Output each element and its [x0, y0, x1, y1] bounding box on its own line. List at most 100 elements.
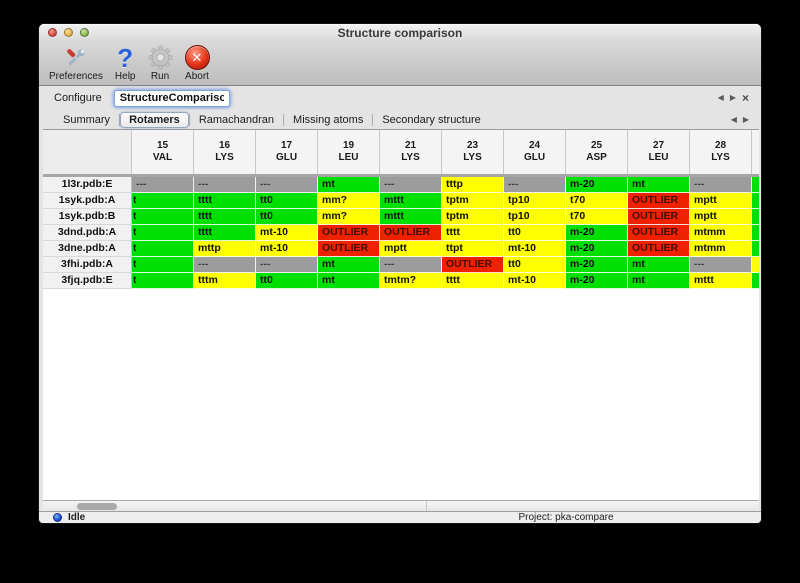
rotamer-cell[interactable]: mt-10 [504, 273, 566, 289]
rotamer-cell[interactable]: mt [628, 177, 690, 193]
rotamer-cell[interactable]: m-20 [566, 257, 628, 273]
rotamer-cell[interactable]: mt [318, 273, 380, 289]
row-header[interactable]: 1l3r.pdb:E [43, 177, 132, 193]
rotamer-cell-partial[interactable] [752, 209, 759, 225]
rotamer-cell[interactable]: tt0 [504, 257, 566, 273]
rotamer-cell[interactable]: m-20 [566, 273, 628, 289]
rotamer-cell[interactable]: mptt [380, 241, 442, 257]
rotamer-cell[interactable]: --- [132, 177, 194, 193]
abort-button[interactable]: Abort [184, 44, 210, 82]
rotamer-cell[interactable]: --- [504, 177, 566, 193]
rotamer-cell[interactable]: mt-10 [256, 241, 318, 257]
rotamer-cell-partial[interactable] [752, 193, 759, 209]
rotamer-cell[interactable]: --- [690, 257, 752, 273]
rotamer-cell[interactable]: tptm [442, 193, 504, 209]
rotamer-cell[interactable]: --- [256, 257, 318, 273]
rotamer-cell[interactable]: t [132, 193, 194, 209]
tab-missing-atoms[interactable]: Missing atoms [293, 113, 364, 126]
rotamer-cell[interactable]: mm? [318, 209, 380, 225]
rotamer-cell[interactable]: t [132, 257, 194, 273]
help-button[interactable]: ? Help [115, 44, 136, 83]
rotamer-cell[interactable]: mt-10 [504, 241, 566, 257]
rotamer-cell[interactable]: mptt [690, 209, 752, 225]
rotamer-cell-partial[interactable] [752, 225, 759, 241]
row-header[interactable]: 3fjq.pdb:E [43, 273, 132, 289]
rotamer-cell[interactable]: mptt [690, 193, 752, 209]
rotamer-cell[interactable]: tttt [442, 273, 504, 289]
rotamer-cell[interactable]: mt-10 [256, 225, 318, 241]
rotamer-cell[interactable]: OUTLIER [380, 225, 442, 241]
column-header[interactable]: 28 LYS [690, 130, 752, 174]
tabs-back-arrow-icon[interactable] [731, 116, 737, 124]
rotamer-cell[interactable]: ttpt [442, 241, 504, 257]
rotamer-cell[interactable]: t [132, 273, 194, 289]
rotamer-cell[interactable]: --- [380, 257, 442, 273]
tabs-forward-arrow-icon[interactable] [743, 116, 749, 124]
rotamer-cell[interactable]: t70 [566, 209, 628, 225]
rotamer-cell[interactable]: t [132, 209, 194, 225]
rotamer-cell[interactable]: OUTLIER [628, 209, 690, 225]
rotamer-cell[interactable]: t [132, 241, 194, 257]
rotamer-cell[interactable]: mttp [194, 241, 256, 257]
rotamer-cell-partial[interactable] [752, 257, 759, 273]
rotamer-cell[interactable]: m-20 [566, 177, 628, 193]
column-header[interactable]: 21 LYS [380, 130, 442, 174]
rotamer-cell[interactable]: OUTLIER [318, 225, 380, 241]
tab-secondary-structure[interactable]: Secondary structure [382, 113, 481, 126]
rotamer-cell[interactable]: --- [256, 177, 318, 193]
rotamer-cell[interactable]: tttm [194, 273, 256, 289]
row-header[interactable]: 3dnd.pdb:A [43, 225, 132, 241]
rotamer-cell[interactable]: tt0 [256, 273, 318, 289]
tab-summary[interactable]: Summary [63, 113, 111, 126]
rotamer-cell[interactable]: tt0 [256, 193, 318, 209]
rotamer-cell[interactable]: m-20 [566, 241, 628, 257]
column-header[interactable]: 27 LEU [628, 130, 690, 174]
horizontal-scrollbar-thumb[interactable] [77, 503, 117, 510]
close-window-button[interactable] [48, 28, 57, 37]
rotamer-cell[interactable]: m-20 [566, 225, 628, 241]
run-button[interactable]: Run [148, 44, 173, 82]
rotamer-cell[interactable]: mm? [318, 193, 380, 209]
rotamer-cell[interactable]: --- [194, 257, 256, 273]
rotamer-cell-partial[interactable] [752, 241, 759, 257]
rotamer-cell[interactable]: tttp [442, 177, 504, 193]
rotamer-cell[interactable]: tt0 [504, 225, 566, 241]
rotamer-cell[interactable]: tptm [442, 209, 504, 225]
column-header[interactable]: 23 LYS [442, 130, 504, 174]
configure-forward-arrow-icon[interactable] [730, 94, 736, 102]
column-header[interactable]: 17 GLU [256, 130, 318, 174]
rotamer-cell[interactable]: --- [690, 177, 752, 193]
rotamer-cell[interactable]: mt [628, 257, 690, 273]
zoom-window-button[interactable] [80, 28, 89, 37]
rotamer-cell[interactable]: mtmm [690, 225, 752, 241]
rotamer-cell[interactable]: mt [628, 273, 690, 289]
minimize-window-button[interactable] [64, 28, 73, 37]
rotamer-cell[interactable]: mttt [380, 209, 442, 225]
column-header[interactable]: 25 ASP [566, 130, 628, 174]
rotamer-cell[interactable]: tt0 [256, 209, 318, 225]
rotamer-cell[interactable]: tttt [194, 209, 256, 225]
rotamer-cell[interactable]: mttt [690, 273, 752, 289]
rotamer-cell[interactable]: --- [194, 177, 256, 193]
row-header[interactable]: 3fhi.pdb:A [43, 257, 132, 273]
rotamer-cell[interactable]: t [132, 225, 194, 241]
column-header[interactable]: 19 LEU [318, 130, 380, 174]
row-header[interactable]: 1syk.pdb:B [43, 209, 132, 225]
column-header[interactable]: 16 LYS [194, 130, 256, 174]
configure-close-icon[interactable] [742, 92, 749, 104]
row-header[interactable]: 1syk.pdb:A [43, 193, 132, 209]
rotamer-cell[interactable]: tp10 [504, 193, 566, 209]
row-header[interactable]: 3dne.pdb:A [43, 241, 132, 257]
rotamer-cell[interactable]: mt [318, 177, 380, 193]
rotamer-cell[interactable]: --- [380, 177, 442, 193]
rotamer-cell[interactable]: tttt [442, 225, 504, 241]
column-header[interactable]: 24 GLU [504, 130, 566, 174]
rotamer-cell[interactable]: OUTLIER [318, 241, 380, 257]
rotamer-cell[interactable]: t70 [566, 193, 628, 209]
horizontal-scrollbar[interactable] [43, 500, 759, 511]
column-header[interactable]: 15 VAL [132, 130, 194, 174]
rotamer-cell[interactable]: OUTLIER [628, 241, 690, 257]
rotamer-cell[interactable]: tp10 [504, 209, 566, 225]
rotamer-cell[interactable]: mt [318, 257, 380, 273]
rotamer-cell[interactable]: mttt [380, 193, 442, 209]
